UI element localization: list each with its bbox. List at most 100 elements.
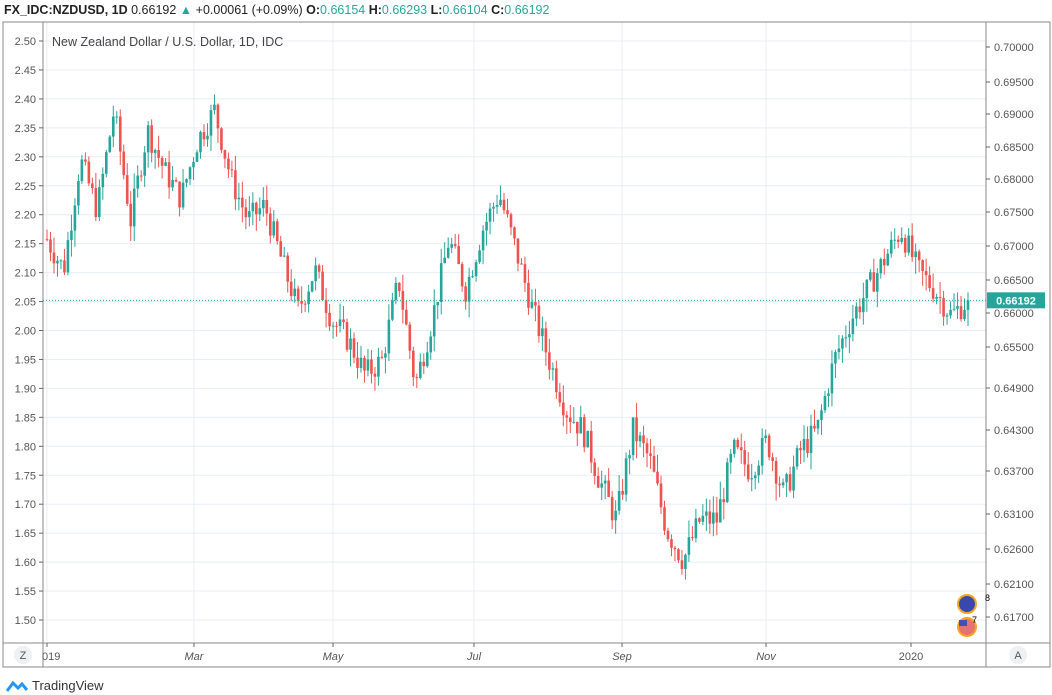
candle: [331, 321, 335, 339]
candle: [478, 244, 481, 264]
left-tick-label: 1.85: [15, 412, 36, 424]
candle-body: [614, 510, 617, 521]
candle-body: [91, 183, 94, 188]
right-tick-label: 0.68500: [994, 142, 1034, 154]
candle: [837, 334, 841, 360]
candle-body: [746, 464, 750, 480]
candle-body: [555, 368, 558, 393]
candle: [157, 135, 160, 168]
candle-body: [356, 357, 359, 368]
candle: [387, 304, 391, 362]
candle-body: [429, 336, 433, 353]
candle-body: [680, 560, 684, 569]
candle-body: [914, 251, 917, 258]
candle: [610, 491, 614, 530]
right-price-axis[interactable]: 0.70000 0.69500 0.69000 0.68500 0.68000 0.675…: [986, 42, 1034, 624]
candle: [750, 463, 754, 492]
candle-body: [739, 447, 743, 451]
candle: [603, 475, 607, 500]
candle-body: [366, 359, 370, 371]
event-badge-nz[interactable]: 8: [957, 593, 990, 614]
zoom-button[interactable]: Z: [14, 646, 32, 664]
candle-body: [781, 482, 785, 486]
left-price-axis[interactable]: 2.50 2.45 2.40 2.35 2.30 2.25 2.20 2.15 2.10 2.05…: [15, 36, 43, 627]
candle-body: [460, 264, 464, 287]
candle-body: [300, 300, 303, 304]
tradingview-logo[interactable]: TradingView: [6, 678, 104, 693]
candle-body: [202, 132, 206, 140]
candle: [73, 198, 77, 247]
candle: [635, 402, 638, 459]
candle-body: [167, 162, 171, 188]
candle-body: [788, 474, 792, 491]
candle-body: [617, 491, 621, 511]
auto-scale-button[interactable]: A: [1009, 646, 1027, 664]
candle: [736, 437, 740, 450]
candle-body: [830, 363, 834, 394]
candle-body: [889, 239, 893, 254]
candle: [548, 338, 551, 380]
time-axis[interactable]: 019 Mar May Jul Sep Nov 2020: [42, 643, 923, 663]
candle: [865, 279, 869, 312]
candle-body: [952, 308, 956, 310]
candle: [425, 341, 429, 368]
candle: [412, 346, 415, 387]
right-tick-label: 0.62600: [994, 544, 1034, 556]
candle-body: [924, 271, 928, 276]
candle: [59, 259, 63, 270]
candle: [45, 229, 49, 242]
candle: [370, 349, 373, 384]
candle-body: [84, 159, 87, 162]
candle: [889, 231, 893, 258]
symbol-header: FX_IDC:NZDUSD, 1D 0.66192 ▲ +0.00061 (+0…: [4, 3, 549, 17]
candle: [108, 135, 112, 153]
candle-body: [111, 116, 115, 137]
candle-body: [527, 282, 530, 308]
candle: [167, 150, 171, 199]
candle: [105, 149, 108, 178]
candle-body: [248, 211, 251, 218]
candle: [415, 373, 419, 388]
candle: [802, 425, 806, 463]
candle: [719, 481, 722, 523]
candle-body: [621, 491, 624, 495]
candle-body: [568, 417, 572, 423]
candle-body: [258, 208, 262, 215]
candle-body: [645, 443, 649, 454]
candle-body: [562, 402, 565, 416]
candle: [418, 353, 422, 380]
candle-body: [377, 356, 380, 377]
open-label: O:: [306, 3, 321, 17]
candle-body: [164, 162, 167, 166]
candle: [705, 498, 708, 532]
candle-body: [73, 205, 77, 231]
candle: [753, 471, 757, 490]
candle: [858, 298, 862, 320]
left-tick-label: 2.40: [15, 94, 36, 106]
candle: [757, 460, 760, 484]
left-tick-label: 2.00: [15, 326, 36, 338]
candle-body: [108, 136, 112, 153]
candle-body: [335, 325, 338, 327]
candle-body: [851, 318, 855, 335]
left-tick-label: 2.50: [15, 36, 36, 48]
candle: [356, 341, 359, 379]
candle: [534, 288, 537, 322]
price-chart[interactable]: 2.50 2.45 2.40 2.35 2.30 2.25 2.20 2.15 2.10 2.05…: [0, 0, 1052, 670]
candle-body: [139, 175, 143, 177]
candle: [125, 163, 129, 206]
candle-body: [286, 255, 290, 282]
candle-body: [178, 181, 181, 208]
candle-body: [401, 291, 405, 310]
candle: [788, 466, 792, 493]
candle-body: [408, 324, 412, 351]
candle: [834, 349, 837, 379]
event-badge-us[interactable]: 7: [957, 615, 977, 637]
right-tick-label: 0.63100: [994, 509, 1034, 521]
candle-body: [405, 309, 408, 325]
candle: [565, 411, 569, 435]
candle: [101, 167, 105, 200]
candle-body: [220, 128, 223, 151]
candle-body: [548, 352, 551, 370]
candle-body: [132, 188, 136, 227]
